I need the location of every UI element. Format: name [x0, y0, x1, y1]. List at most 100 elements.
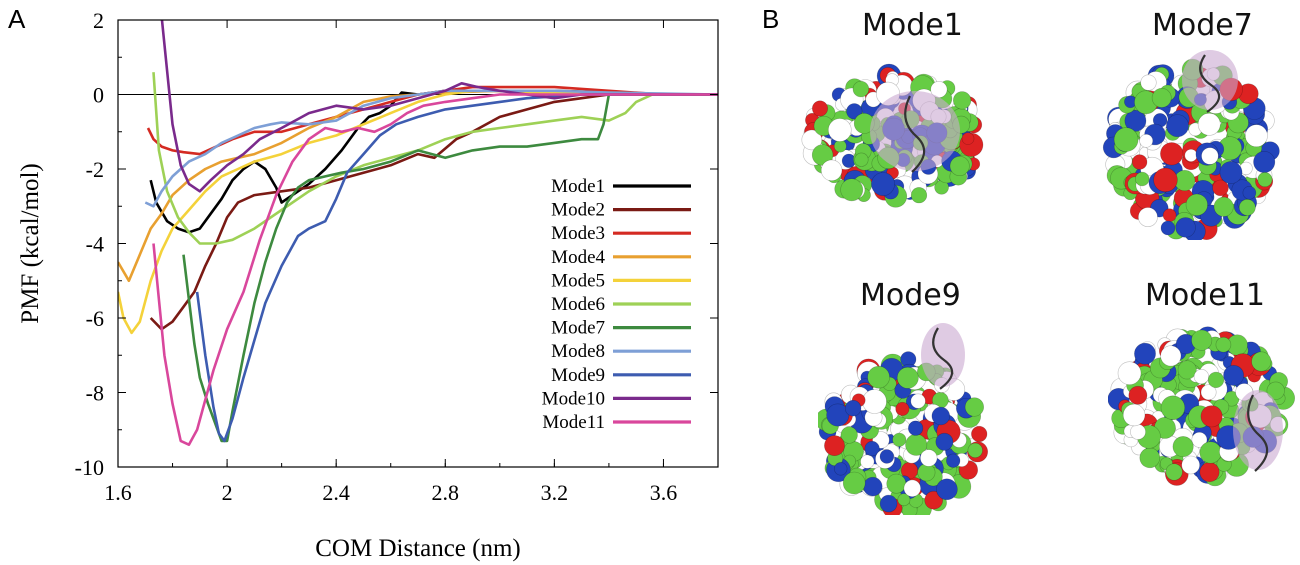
surface-atom: [1244, 124, 1268, 148]
surface-blobs: [1102, 58, 1280, 240]
surface-atom: [833, 139, 847, 153]
series-line-mode5: [118, 89, 718, 335]
surface-atom: [1160, 345, 1182, 367]
surface-atom: [1215, 336, 1232, 353]
surface-atom: [1160, 220, 1176, 236]
legend-label-mode7: Mode7: [551, 318, 605, 339]
surface-atom: [935, 432, 954, 451]
x-axis-label: COM Distance (nm): [315, 535, 521, 562]
legend-label-mode3: Mode3: [551, 223, 605, 244]
surface-atom: [824, 435, 845, 457]
surface-atom: [936, 478, 958, 501]
surface-atom: [840, 426, 858, 444]
x-tick-label: 1.6: [104, 480, 132, 505]
protein-surface-mode9: [818, 323, 989, 515]
surface-atom: [1117, 361, 1142, 386]
y-tick-label: -6: [86, 306, 104, 331]
legend-label-mode6: Mode6: [551, 294, 605, 315]
surface-atom: [961, 132, 975, 145]
surface-atom: [903, 479, 922, 498]
surface-atom: [892, 432, 907, 447]
series-line-mode6: [152, 72, 718, 245]
surface-atom: [1212, 179, 1229, 197]
y-tick-label: 0: [93, 83, 104, 108]
protein-surface-mode11: [1108, 326, 1296, 487]
surface-atom: [820, 159, 843, 182]
surface-atom: [886, 473, 907, 494]
peptide-backbone: [1199, 54, 1221, 113]
surface-atom: [879, 494, 898, 513]
surface-atom: [1253, 151, 1276, 174]
x-tick-label: 2: [222, 480, 233, 505]
surface-atom: [1199, 441, 1222, 464]
surface-atom: [840, 178, 864, 202]
surface-atom: [1185, 193, 1208, 216]
surface-atom: [1200, 405, 1223, 428]
y-tick-label: -2: [86, 157, 104, 182]
surface-atom: [1184, 148, 1198, 162]
peptide-backbone: [1247, 394, 1269, 472]
legend-label-mode11: Mode11: [542, 412, 605, 433]
surface-atom: [1172, 436, 1194, 458]
surface-atom: [1131, 154, 1148, 170]
surface-atom: [1140, 74, 1157, 91]
surface-atom: [862, 389, 887, 414]
mode-title-9: Mode9: [860, 278, 961, 313]
surface-atom: [1191, 329, 1213, 351]
x-tick-label: 2.8: [432, 480, 460, 505]
surface-atom: [1199, 462, 1220, 483]
mode-title-7: Mode7: [1152, 8, 1253, 43]
y-axis-label: PMF (kcal/mol): [17, 163, 44, 323]
surface-atom: [826, 403, 850, 427]
surface-atom: [842, 471, 866, 495]
surface-atom: [924, 490, 943, 510]
surface-atom: [964, 397, 984, 417]
legend-label-mode1: Mode1: [551, 176, 605, 197]
surface-atom: [910, 187, 928, 204]
protein-surface-mode7: [1102, 50, 1280, 240]
surface-atom: [879, 449, 895, 464]
surface-atom: [1181, 455, 1200, 475]
surface-atom: [897, 493, 911, 507]
surface-atom: [834, 462, 848, 476]
surface-atom: [1160, 395, 1186, 420]
peptide-backbone: [932, 327, 954, 390]
surface-atom: [946, 453, 961, 468]
surface-atom: [1122, 403, 1146, 427]
legend-label-mode8: Mode8: [551, 341, 605, 362]
protein-surface-mode1: [801, 63, 984, 208]
surface-atom: [953, 91, 972, 110]
surface-atom: [1134, 342, 1156, 365]
x-tick-label: 2.4: [322, 480, 350, 505]
surface-atom: [1223, 365, 1245, 386]
surface-atom: [1201, 147, 1219, 165]
surface-atom: [1197, 112, 1221, 136]
y-tick-label: -4: [86, 232, 104, 257]
y-tick-label: 2: [93, 8, 104, 33]
legend-label-mode10: Mode10: [542, 388, 605, 409]
surface-atom: [1251, 351, 1272, 372]
legend-label-mode4: Mode4: [551, 247, 605, 268]
surface-atom: [852, 80, 870, 98]
surface-atom: [867, 365, 890, 389]
surface-blobs: [1108, 326, 1296, 487]
x-tick-label: 3.6: [650, 480, 678, 505]
y-tick-label: -8: [86, 381, 104, 406]
surface-atom: [1193, 368, 1209, 385]
surface-atom: [1139, 447, 1161, 469]
series-line-mode7: [182, 93, 718, 443]
surface-atom: [1128, 385, 1148, 405]
surface-atom: [1162, 208, 1177, 222]
surface-atom: [1242, 186, 1257, 200]
surface-atom: [1113, 127, 1139, 152]
surface-atom: [1213, 196, 1234, 217]
peptide-region: [921, 323, 965, 387]
surface-blobs: [818, 351, 989, 515]
surface-atom: [1138, 207, 1158, 228]
surface-atom: [1257, 172, 1273, 188]
surface-atom: [971, 425, 988, 443]
panel-letter-a: A: [8, 4, 26, 34]
surface-atom: [1165, 463, 1183, 481]
peptide-region: [1182, 50, 1238, 110]
surface-atom: [907, 420, 924, 436]
